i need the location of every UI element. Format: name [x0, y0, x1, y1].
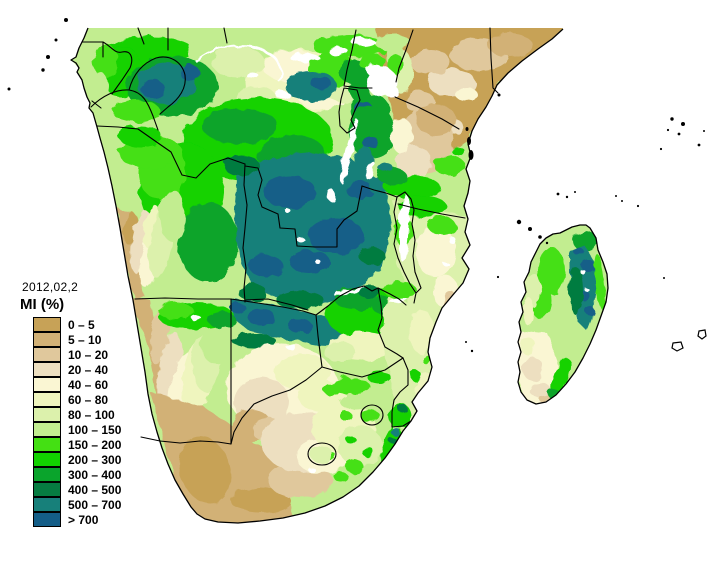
island-mafia: [468, 150, 474, 160]
lakes: [327, 64, 410, 303]
country-borders: [81, 27, 499, 466]
legend-swatch: [33, 376, 61, 392]
island-dot: [64, 18, 68, 22]
island-dot: [621, 200, 623, 202]
legend-row: > 700: [33, 511, 121, 527]
legend-label: 5 – 10: [68, 332, 102, 347]
legend-label: 10 – 20: [68, 347, 109, 362]
legend-row: 300 – 400: [33, 466, 122, 482]
lake-malawi: [398, 194, 410, 262]
legend-swatch: [33, 421, 61, 437]
legend-swatch: [33, 406, 61, 422]
legend-swatch: [33, 511, 61, 527]
legend-swatch: [33, 331, 61, 347]
island-reunion: [671, 341, 684, 352]
island-dot: [46, 55, 50, 59]
island-dot: [659, 147, 663, 151]
legend-label: 40 – 60: [68, 377, 109, 392]
island-dot: [666, 128, 670, 132]
legend-row: 60 – 80: [33, 391, 121, 407]
legend-swatch: [33, 496, 61, 512]
island-dot: [636, 204, 640, 208]
island-zanzibar: [467, 137, 471, 145]
legend-swatch: [33, 436, 61, 452]
island-dot: [465, 341, 467, 343]
island-comoros: [516, 219, 522, 225]
legend-row: 200 – 300: [33, 451, 122, 467]
legend-row: 150 – 200: [33, 436, 122, 452]
legend-label: 500 – 700: [68, 497, 122, 512]
legend-label: 80 – 100: [68, 407, 115, 422]
island-dot: [697, 143, 701, 147]
legend-label: > 700: [68, 512, 99, 527]
legend-row: 5 – 10: [33, 331, 121, 347]
island-dot: [470, 349, 474, 353]
legend-row: 0 – 5: [33, 316, 121, 332]
legend-row: 10 – 20: [33, 346, 121, 362]
no-data-patches: [191, 37, 588, 472]
island-seychelles: [677, 132, 681, 136]
legend-label: 0 – 5: [68, 317, 95, 332]
legend-swatch: [33, 466, 61, 482]
island-dot: [556, 192, 560, 196]
border-lesotho: [307, 442, 337, 466]
legend-row: 500 – 700: [33, 496, 122, 512]
island-dot: [496, 275, 500, 279]
legend-label: 150 – 200: [68, 437, 122, 452]
lake-rukwa: [365, 161, 375, 179]
island-comoros: [528, 227, 532, 231]
island-dot: [703, 130, 705, 132]
legend-swatch: [33, 361, 61, 377]
island-comoros: [538, 235, 542, 239]
legend-label: 400 – 500: [68, 482, 122, 497]
border-eswatini: [360, 404, 384, 426]
island-dot: [574, 191, 576, 193]
legend-row: 80 – 100: [33, 406, 121, 422]
island-seychelles: [670, 117, 674, 121]
madagascar-coast: [517, 224, 609, 405]
legend-row: 20 – 40: [33, 361, 121, 377]
legend-label: 20 – 40: [68, 362, 109, 377]
coastline: [70, 27, 609, 524]
island-dot: [497, 93, 501, 97]
legend-row: 400 – 500: [33, 481, 122, 497]
legend-title: MI (%): [20, 296, 65, 313]
lake-mweru: [327, 189, 335, 201]
legend-label: 300 – 400: [68, 467, 122, 482]
island-pemba: [465, 127, 469, 131]
legend-swatch: [33, 346, 61, 362]
island-dot: [615, 195, 617, 197]
island-seychelles: [681, 122, 685, 126]
legend-label: 100 – 150: [68, 422, 122, 437]
island-mauritius: [697, 329, 707, 340]
island-dot: [565, 195, 569, 199]
legend-label: 60 – 80: [68, 392, 109, 407]
legend-row: 40 – 60: [33, 376, 121, 392]
legend-row: 100 – 150: [33, 421, 122, 437]
island-dot: [663, 277, 665, 279]
legend-swatch: [33, 451, 61, 467]
island-dot: [7, 87, 11, 91]
legend-swatch: [33, 391, 61, 407]
mainland-coast: [70, 27, 564, 524]
island-dot: [54, 38, 58, 42]
island-dot: [41, 68, 45, 72]
island-dot: [545, 241, 549, 245]
lake-tanganyika: [339, 118, 359, 184]
islands: [7, 18, 707, 353]
date-label: 2012,02,2: [22, 280, 79, 294]
data-blobs: [89, 28, 606, 523]
legend-swatch: [33, 481, 61, 497]
legend-label: 200 – 300: [68, 452, 122, 467]
legend-swatch: [33, 316, 61, 332]
